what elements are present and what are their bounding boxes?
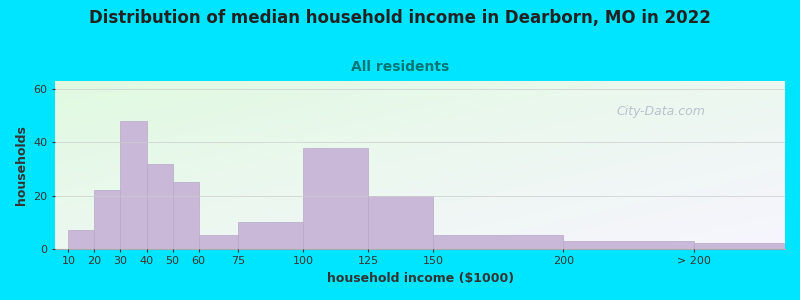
Bar — [173, 182, 198, 249]
Bar — [563, 241, 694, 249]
Bar — [238, 222, 303, 249]
Y-axis label: households: households — [15, 125, 28, 205]
Bar — [433, 236, 563, 249]
Bar — [694, 244, 785, 249]
Bar — [94, 190, 121, 249]
Bar — [303, 148, 368, 249]
X-axis label: household income ($1000): household income ($1000) — [326, 272, 514, 285]
Bar — [368, 196, 433, 249]
Text: Distribution of median household income in Dearborn, MO in 2022: Distribution of median household income … — [89, 9, 711, 27]
Text: City-Data.com: City-Data.com — [617, 105, 706, 118]
Bar — [198, 236, 238, 249]
Bar — [146, 164, 173, 249]
Bar — [121, 121, 146, 249]
Bar — [68, 230, 94, 249]
Text: All residents: All residents — [351, 60, 449, 74]
